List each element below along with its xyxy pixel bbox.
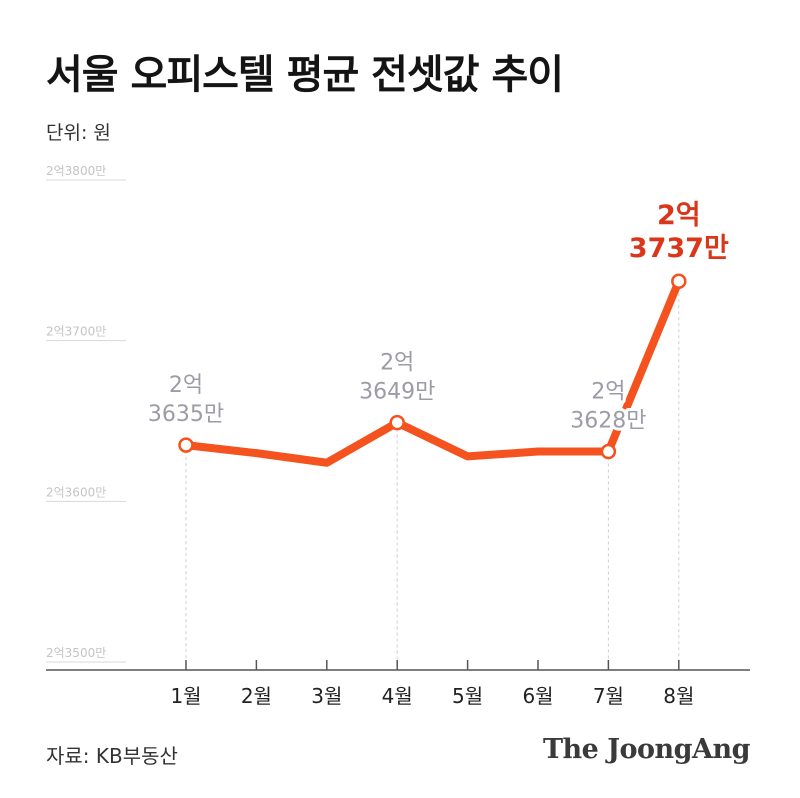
data-point-marker — [389, 414, 405, 431]
data-point-marker — [671, 273, 687, 289]
data-point-marker — [600, 443, 617, 460]
data-label-halo: 3628만 — [570, 409, 646, 434]
x-tick-label: 6월 — [522, 684, 553, 708]
y-tick-label: 2억3700만 — [46, 325, 106, 339]
data-label-halo: 2억 — [657, 200, 701, 231]
x-tick-label: 1월 — [170, 684, 201, 708]
brand-logo: The JoongAng — [542, 734, 751, 765]
y-tick-label: 2억3600만 — [46, 485, 106, 499]
data-label: 2억 — [380, 351, 414, 376]
data-label-halo: 3649만 — [359, 380, 435, 405]
x-tick-label: 4월 — [382, 684, 413, 708]
data-label: 2억 — [591, 380, 625, 405]
data-label-halo: 2억 — [380, 351, 414, 376]
data-label: 3737만 — [629, 233, 729, 264]
x-tick-label: 7월 — [593, 684, 624, 708]
chart-title: 서울 오피스텔 평균 전셋값 추이 — [46, 52, 564, 98]
data-label: 3649만 — [359, 380, 435, 405]
data-label-halo: 3635만 — [148, 402, 224, 427]
x-tick-label: 2월 — [241, 684, 272, 708]
source-label: 자료: KB부동산 — [46, 744, 178, 768]
data-label-halo: 2억 — [169, 373, 203, 398]
y-tick-label: 2억3500만 — [46, 646, 106, 660]
unit-label: 단위: 원 — [46, 122, 111, 144]
x-tick-label: 3월 — [311, 684, 342, 708]
series-line — [182, 277, 683, 467]
data-label: 2억 — [169, 373, 203, 398]
data-label-halo: 3737만 — [629, 233, 729, 264]
data-label: 3635만 — [148, 402, 224, 427]
y-tick-label: 2억3800만 — [46, 164, 106, 178]
x-tick-label: 8월 — [663, 684, 694, 708]
data-label: 2억 — [657, 200, 701, 231]
data-label: 3628만 — [570, 409, 646, 434]
data-point-marker — [178, 437, 194, 453]
data-label-halo: 2억 — [591, 380, 625, 405]
x-tick-label: 5월 — [452, 684, 483, 708]
